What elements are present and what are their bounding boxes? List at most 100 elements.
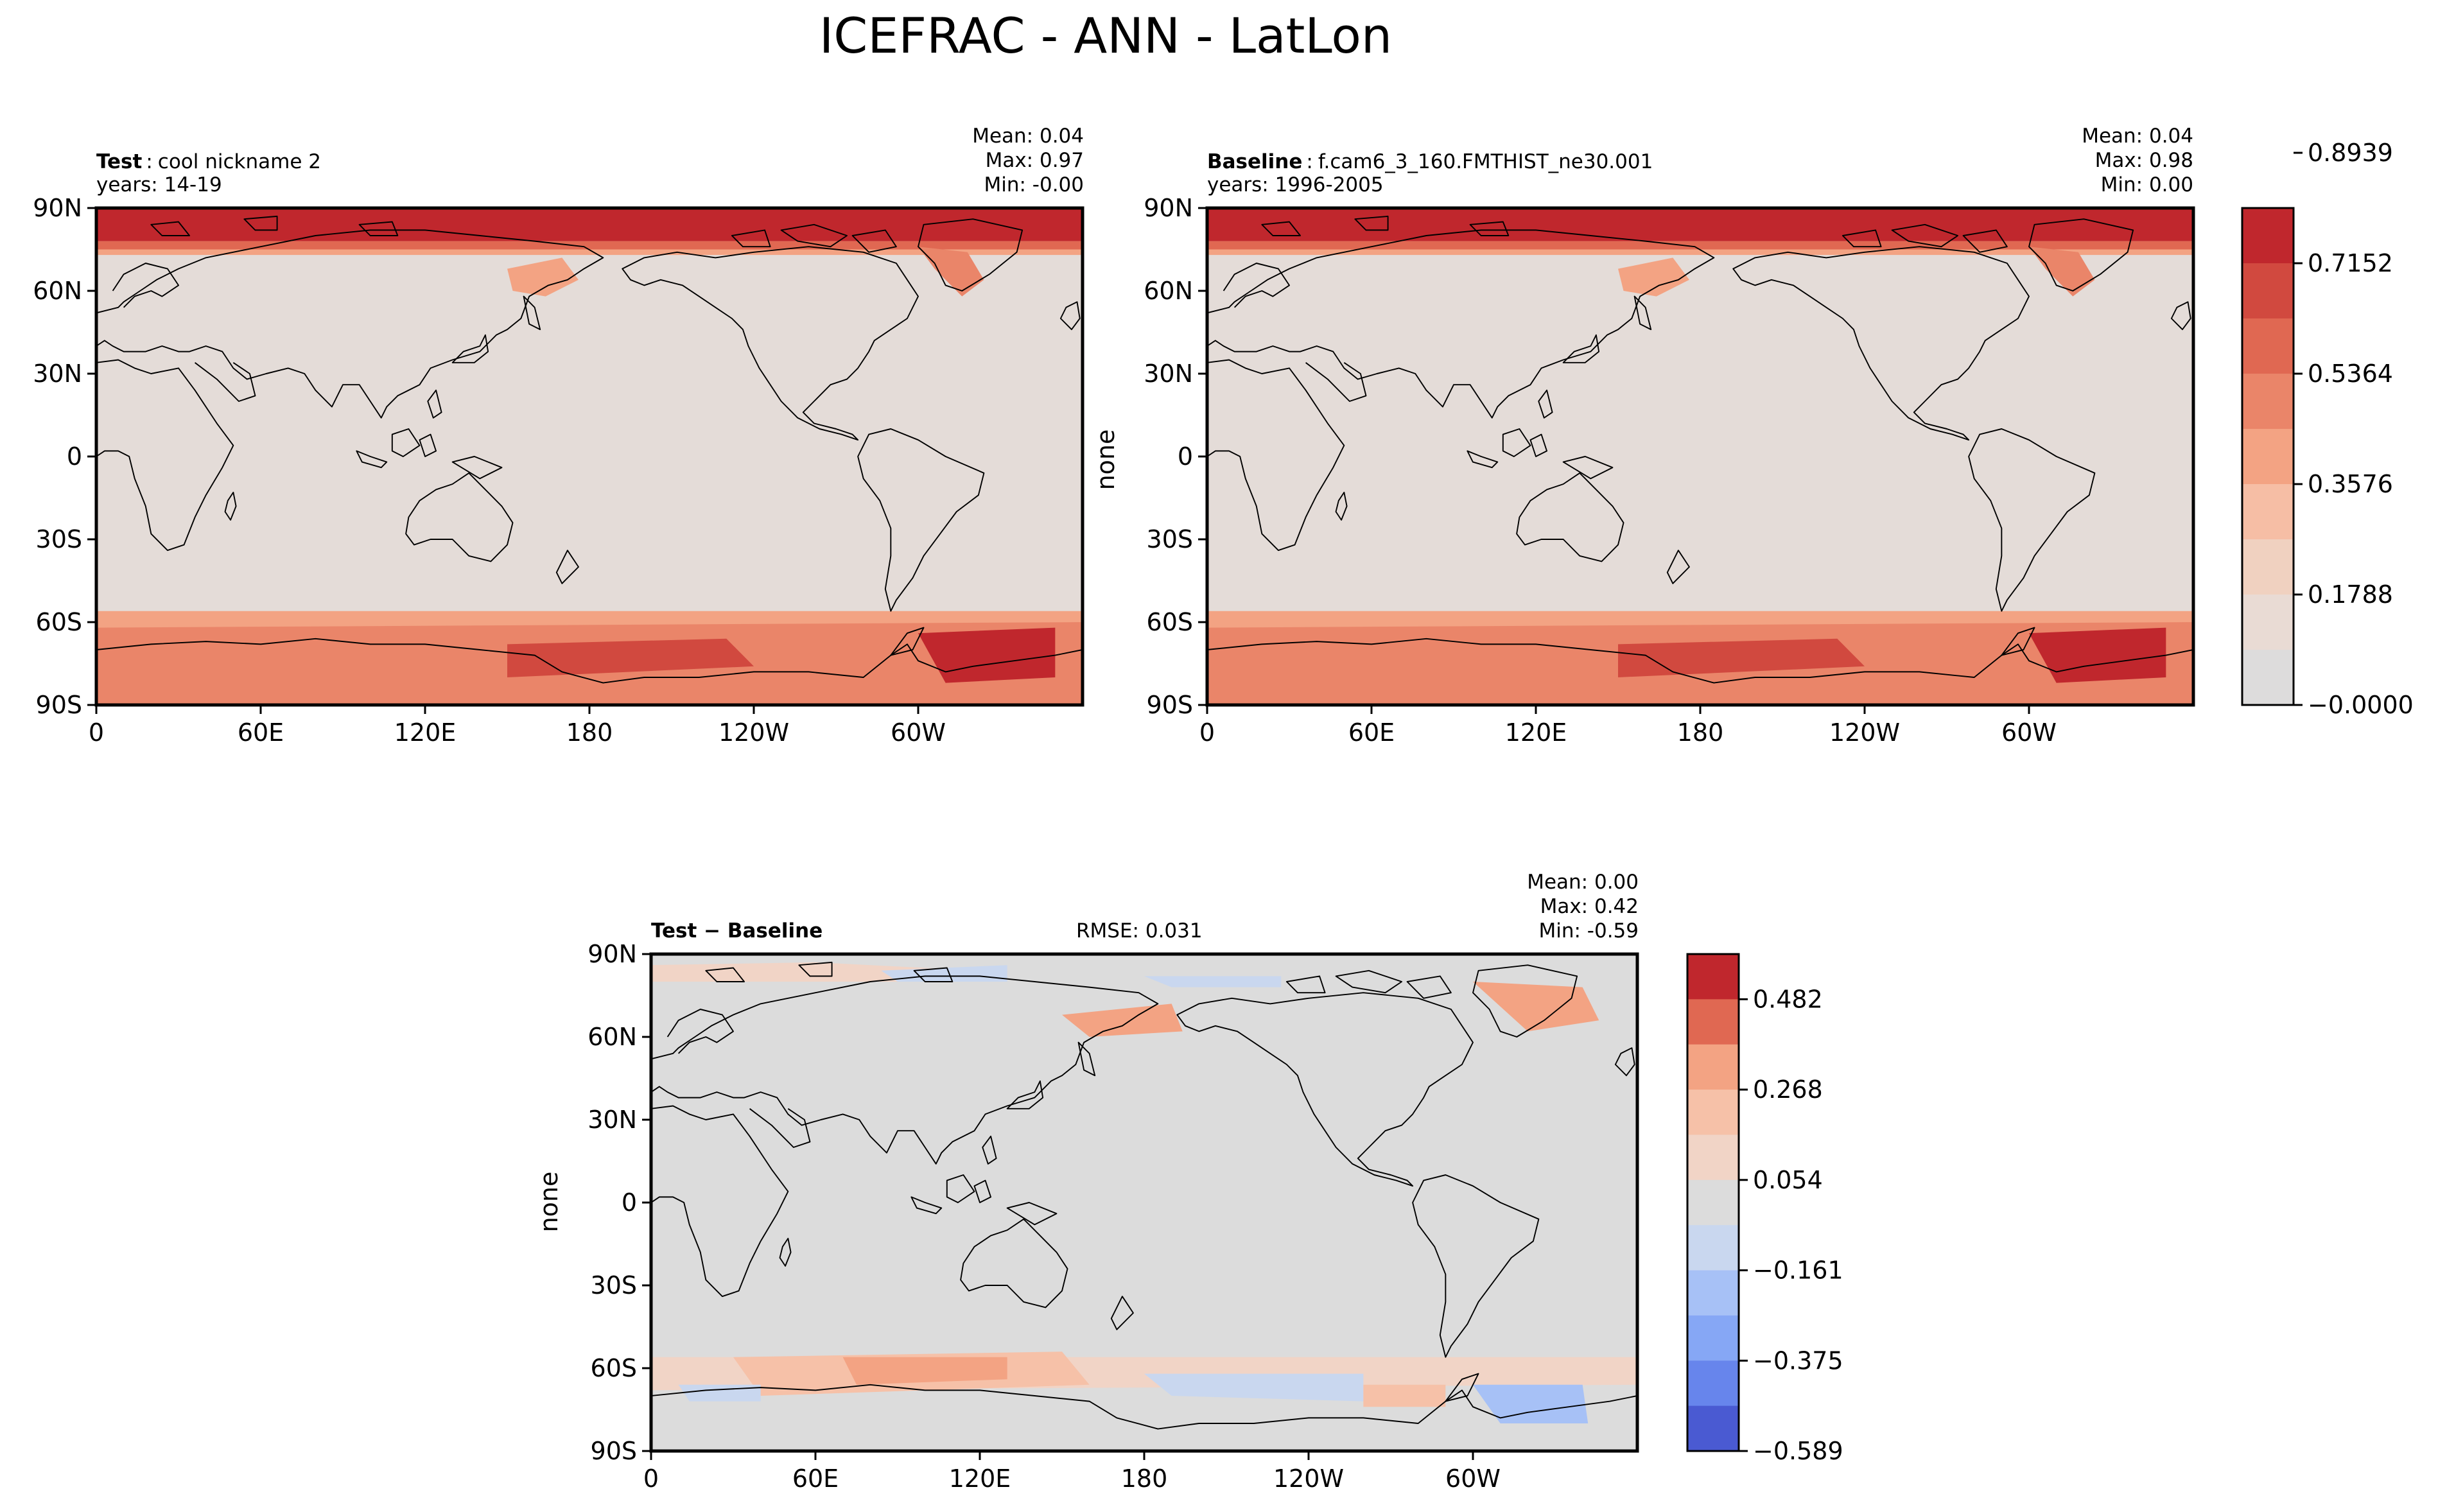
lat-tick-label: 0 bbox=[67, 442, 82, 471]
lon-tick-label: 180 bbox=[1121, 1464, 1168, 1493]
colorbar-frame bbox=[1686, 953, 1740, 1452]
colorbar-main: 0.8939 0.7152 0.5364 0.3576 0.1788 −0.0000 bbox=[2241, 139, 2414, 719]
colorbar-segment bbox=[2242, 318, 2294, 374]
stat-mean: Mean: 0.04 bbox=[972, 125, 1084, 148]
colorbar-segment bbox=[1687, 999, 1739, 1045]
lat-tick-label: 30S bbox=[36, 525, 82, 553]
colorbar-segment bbox=[1687, 1360, 1739, 1407]
panel-label-bold: Test bbox=[96, 150, 143, 173]
colorbar-label: −0.375 bbox=[1753, 1346, 1843, 1375]
panel-label: Test: cool nickname 2 bbox=[96, 150, 321, 173]
colorbar-segment bbox=[2242, 595, 2294, 650]
lat-tick-label: 90N bbox=[1144, 194, 1193, 222]
lon-ticks: 0 60E 120E 180 120W 60W bbox=[643, 1451, 1501, 1493]
colorbar-segment bbox=[1687, 1134, 1739, 1181]
colorbar-label: −0.589 bbox=[1753, 1437, 1843, 1465]
colorbar-segment bbox=[2242, 539, 2294, 595]
stat-min: Min: -0.00 bbox=[984, 173, 1084, 196]
lat-tick-label: 90N bbox=[588, 940, 637, 968]
panel-label-sep: : bbox=[146, 150, 152, 173]
panel-label-text: f.cam6_3_160.FMTHIST_ne30.001 bbox=[1318, 150, 1653, 173]
lon-tick-label: 120E bbox=[394, 718, 457, 747]
stat-min: Min: 0.00 bbox=[2101, 173, 2193, 196]
lat-tick-label: 30S bbox=[1147, 525, 1193, 553]
lat-tick-label: 90S bbox=[1147, 691, 1193, 719]
stat-min: Min: -0.59 bbox=[1538, 919, 1639, 943]
panel-test: Test: cool nickname 2 years: 14-19 Mean: … bbox=[33, 125, 1084, 747]
colorbar-label: −0.0000 bbox=[2308, 691, 2414, 719]
panel-label: Baseline: f.cam6_3_160.FMTHIST_ne30.001 bbox=[1207, 150, 1653, 173]
lat-ticks: 90N 60N 30N 0 30S 60S 90S bbox=[588, 940, 651, 1465]
lon-ticks: 0 60E 120E 180 120W 60W bbox=[89, 705, 946, 747]
lon-tick-label: 0 bbox=[643, 1464, 659, 1493]
lon-tick-label: 180 bbox=[566, 718, 613, 747]
lon-tick-label: 60W bbox=[2001, 718, 2057, 747]
lon-tick-label: 60E bbox=[792, 1464, 839, 1493]
lat-ticks: 90N 60N 30N 0 30S 60S 90S bbox=[1144, 194, 1207, 719]
colorbar-segment bbox=[1687, 1225, 1739, 1271]
lat-tick-label: 30N bbox=[33, 360, 82, 388]
panel-label-bold: Test − Baseline bbox=[651, 919, 823, 943]
lon-tick-label: 120W bbox=[1273, 1464, 1344, 1493]
figure-title: ICEFRAC - ANN - LatLon bbox=[819, 7, 1392, 64]
colorbar-label: 0.7152 bbox=[2308, 249, 2393, 277]
colorbar-label: −0.161 bbox=[1753, 1256, 1843, 1285]
lat-tick-label: 90S bbox=[36, 691, 82, 719]
lon-ticks: 0 60E 120E 180 120W 60W bbox=[1199, 705, 2057, 747]
lon-tick-label: 60E bbox=[238, 718, 284, 747]
panel-subtitle: years: 1996-2005 bbox=[1207, 173, 1384, 196]
lat-tick-label: 60N bbox=[1144, 277, 1193, 305]
rmse-label: RMSE: 0.031 bbox=[1076, 919, 1203, 943]
colorbar-label: 0.5364 bbox=[2308, 360, 2393, 388]
colorbar-segment bbox=[1687, 1270, 1739, 1316]
colorbar-segment bbox=[1687, 1405, 1739, 1452]
lon-tick-label: 120W bbox=[718, 718, 789, 747]
lon-tick-label: 60E bbox=[1348, 718, 1395, 747]
lat-tick-label: 30N bbox=[588, 1106, 637, 1134]
lon-tick-label: 60W bbox=[1445, 1464, 1501, 1493]
lat-tick-label: 60N bbox=[33, 277, 82, 305]
lat-tick-label: 60S bbox=[1147, 608, 1193, 636]
panel-subtitle: years: 14-19 bbox=[96, 173, 222, 196]
stat-max: Max: 0.42 bbox=[1540, 895, 1639, 918]
panel-label-sep: : bbox=[1306, 150, 1312, 173]
panel-diff: Test − Baseline RMSE: 0.031 Mean: 0.00 M… bbox=[535, 871, 1639, 1493]
lat-tick-label: 30N bbox=[1144, 360, 1193, 388]
colorbar-label: 0.482 bbox=[1753, 985, 1823, 1013]
colorbar-label: 0.268 bbox=[1753, 1075, 1823, 1104]
colorbar-segment bbox=[2242, 263, 2294, 319]
lat-tick-label: 60S bbox=[36, 608, 82, 636]
colorbar-segment bbox=[1687, 1315, 1739, 1361]
stat-mean: Mean: 0.00 bbox=[1527, 871, 1639, 894]
stat-mean: Mean: 0.04 bbox=[2082, 125, 2193, 148]
lat-ticks: 90N 60N 30N 0 30S 60S 90S bbox=[33, 194, 96, 719]
lon-tick-label: 120E bbox=[949, 1464, 1011, 1493]
colorbar-label: 0.054 bbox=[1753, 1166, 1823, 1194]
lat-tick-label: 60S bbox=[591, 1354, 637, 1382]
stat-max: Max: 0.98 bbox=[2095, 149, 2193, 172]
panel-label: Test − Baseline bbox=[651, 919, 823, 943]
stat-max: Max: 0.97 bbox=[986, 149, 1084, 172]
colorbar-segment bbox=[2242, 429, 2294, 485]
lon-tick-label: 0 bbox=[1199, 718, 1215, 747]
colorbar-frame bbox=[2241, 207, 2295, 706]
lat-tick-label: 0 bbox=[1178, 442, 1193, 471]
colorbar-segment bbox=[1687, 1044, 1739, 1090]
panel-baseline: Baseline: f.cam6_3_160.FMTHIST_ne30.001 y… bbox=[1092, 125, 2195, 747]
colorbar-diff: 0.482 0.268 0.054 −0.161 −0.375 −0.589 bbox=[1686, 953, 1843, 1465]
colorbar-segment bbox=[2242, 650, 2294, 706]
colorbar-label: 0.1788 bbox=[2308, 580, 2393, 609]
colorbar-segment bbox=[2242, 484, 2294, 540]
lon-tick-label: 0 bbox=[89, 718, 104, 747]
lon-tick-label: 180 bbox=[1677, 718, 1724, 747]
panel-label-text: cool nickname 2 bbox=[158, 150, 321, 173]
colorbar-segment bbox=[1687, 1179, 1739, 1226]
colorbar-segment bbox=[2242, 374, 2294, 430]
panel-label-bold: Baseline bbox=[1207, 150, 1302, 173]
colorbar-segment bbox=[1687, 954, 1739, 1000]
y-axis-label: none bbox=[535, 1172, 563, 1233]
lat-tick-label: 0 bbox=[622, 1188, 637, 1217]
y-axis-label: none bbox=[1092, 430, 1120, 491]
lon-tick-label: 120E bbox=[1505, 718, 1567, 747]
